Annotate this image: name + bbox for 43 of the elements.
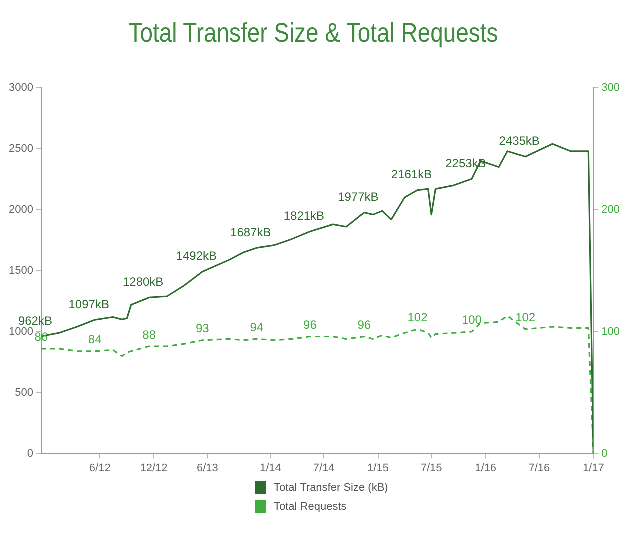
y-tick-label: 3000	[8, 82, 34, 94]
data-label: 1687kB	[230, 225, 272, 240]
y2-tick-label: 100	[602, 326, 620, 338]
x-tick-label: 1/16	[475, 462, 497, 474]
y2-tick-label: 0	[602, 448, 608, 460]
x-tick-label: 7/14	[313, 462, 335, 474]
data-label: 102	[516, 310, 536, 325]
y-tick-label: 0	[27, 448, 34, 460]
y-tick-label: 1500	[8, 264, 34, 277]
x-tick-label: 7/16	[528, 462, 550, 474]
x-tick-label: 7/15	[420, 462, 442, 474]
data-label: 1492kB	[176, 249, 217, 264]
legend-label: Total Requests	[274, 500, 347, 512]
data-label: 2161kB	[391, 168, 432, 182]
data-label: 88	[142, 328, 156, 342]
data-label: 86	[34, 330, 48, 344]
data-label: 93	[196, 322, 210, 336]
y-tick-label: 2000	[8, 204, 34, 216]
data-label: 96	[304, 318, 318, 332]
y-tick-label: 500	[15, 386, 34, 399]
data-label: 100	[462, 313, 482, 328]
legend-label: Total Transfer Size (kB)	[274, 482, 388, 494]
data-label: 94	[250, 320, 264, 334]
y-tick-label: 1000	[8, 326, 34, 338]
data-label: 1977kB	[338, 190, 379, 204]
data-label: 96	[358, 318, 372, 332]
y2-tick-label: 200	[602, 204, 620, 216]
data-label: 102	[408, 310, 428, 325]
data-label: 962kB	[18, 314, 52, 328]
x-tick-label: 1/17	[582, 462, 604, 474]
data-label: 1821kB	[284, 209, 325, 224]
data-label: 2435kB	[499, 134, 540, 148]
x-tick-label: 6/12	[89, 462, 111, 474]
y-tick-label: 2500	[8, 143, 34, 155]
chart-title: Total Transfer Size & Total Requests	[128, 18, 500, 50]
data-label: 84	[88, 332, 102, 347]
y2-tick-label: 300	[602, 82, 620, 94]
data-label: 1097kB	[68, 297, 110, 312]
x-tick-label: 12/12	[140, 462, 168, 474]
data-label: 1280kB	[122, 275, 164, 290]
x-tick-label: 1/15	[368, 462, 389, 474]
x-tick-label: 1/14	[260, 462, 282, 474]
x-tick-label: 6/13	[196, 462, 218, 474]
